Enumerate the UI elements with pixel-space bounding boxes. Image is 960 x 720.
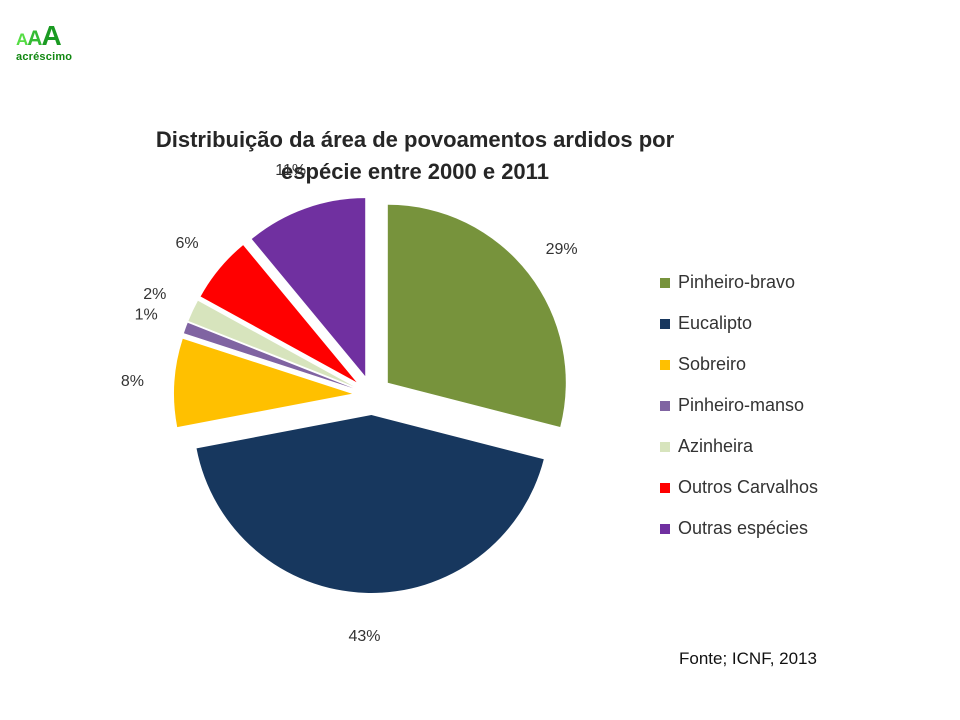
legend-item-outros-carvalhos: Outros Carvalhos (660, 467, 818, 508)
logo-letters: AAA (16, 22, 96, 50)
legend-label: Outras espécies (678, 518, 809, 538)
legend-label: Pinheiro-bravo (678, 272, 796, 292)
pie-slice-outros-carvalhos (200, 245, 357, 383)
legend-item-sobreiro: Sobreiro (660, 344, 818, 385)
legend-label: Outros Carvalhos (678, 477, 819, 497)
chart-title-line-2: espécie entre 2000 e 2011 (281, 159, 549, 184)
logo-letter-medium: A (27, 27, 43, 50)
legend-item-eucalipto: Eucalipto (660, 303, 818, 344)
pie-slice-pinheiro-manso (183, 322, 354, 389)
chart-title-line-1: Distribuição da área de povoamentos ardi… (155, 127, 675, 152)
legend-label: Pinheiro-manso (678, 395, 805, 415)
source-note: Fonte; ICNF, 2013 (679, 649, 817, 668)
pie-slice-outras-especies (251, 198, 366, 377)
legend-swatch (660, 318, 670, 329)
legend-item-pinheiro-bravo: Pinheiro-bravo (660, 262, 818, 303)
chart-legend: Pinheiro-bravo Eucalipto Sobreiro Pinheiro-… (660, 262, 818, 549)
legend-swatch (660, 482, 670, 493)
data-label-outras-especies: 11% (275, 162, 306, 179)
legend-swatch (660, 359, 670, 370)
pie-slice-sobreiro (174, 338, 353, 428)
legend-label: Sobreiro (678, 354, 747, 374)
legend-swatch (660, 523, 670, 534)
legend-swatch (660, 277, 670, 288)
data-label-sobreiro: 8% (121, 373, 144, 390)
legend-swatch (660, 400, 670, 411)
acrescimo-logo: AAA acréscimo (16, 22, 96, 64)
chart-title: Distribuição da área de povoamentos ardi… (100, 124, 730, 188)
legend-label: Eucalipto (678, 313, 753, 333)
data-label-outros-carvalhos: 6% (176, 235, 199, 252)
logo-letter-large: A (41, 20, 62, 51)
data-label-pinheiro-manso: 1% (135, 307, 158, 324)
legend-item-outras-especies: Outras espécies (660, 508, 818, 549)
pie-slice-eucalipto (196, 414, 544, 593)
legend-item-azinheira: Azinheira (660, 426, 818, 467)
legend-item-pinheiro-manso: Pinheiro-manso (660, 385, 818, 426)
data-label-eucalipto: 43% (348, 628, 380, 645)
data-label-pinheiro-bravo: 29% (546, 241, 578, 258)
legend-swatch (660, 441, 670, 452)
legend-label: Azinheira (678, 436, 754, 456)
logo-text: acréscimo (16, 51, 73, 63)
pie-slice-pinheiro-bravo (387, 204, 566, 428)
pie-slice-azinheira (188, 300, 354, 387)
logo-letter-small: A (16, 30, 29, 49)
data-label-azinheira: 2% (143, 286, 166, 303)
